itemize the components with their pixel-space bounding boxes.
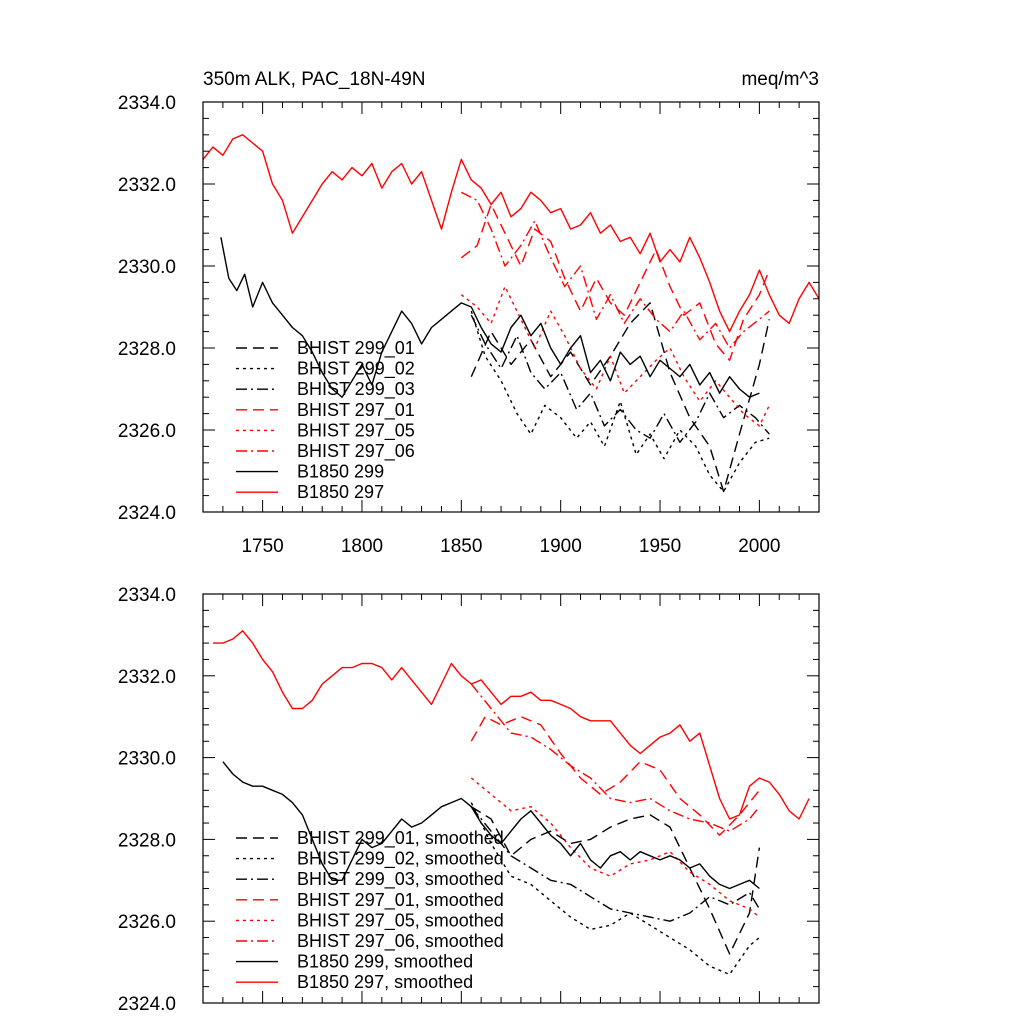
x-tick-label: 1750	[241, 536, 283, 557]
legend-label: B1850 299, smoothed	[297, 952, 473, 972]
y-tick-label: 2324.0	[118, 994, 176, 1015]
chart-panel-1: 1750 1800 1850 1900 1950 2000 2324.0 2326.0 2328…	[118, 69, 820, 557]
y-tick-label: 2328.0	[118, 339, 176, 360]
legend-label: BHIST 299_01	[297, 338, 415, 359]
y-tick-label: 2328.0	[118, 830, 176, 851]
series-line-3	[470, 806, 760, 922]
x-tick-label: 1800	[341, 536, 383, 557]
legend-label: BHIST 299_02, smoothed	[297, 849, 504, 870]
series-line-7	[220, 237, 760, 398]
series-line-2	[470, 310, 770, 493]
series-group	[203, 134, 819, 493]
series-line-7	[222, 761, 760, 890]
legend-label: BHIST 297_01	[297, 400, 415, 421]
series-line-1	[470, 302, 770, 493]
legend-label: BHIST 299_03, smoothed	[297, 869, 504, 890]
series-line-8	[212, 630, 810, 820]
units-label: meq/m^3	[741, 69, 819, 90]
series-line-6	[470, 683, 760, 832]
x-tick-label: 1900	[540, 536, 582, 557]
x-tick-label: 1850	[440, 536, 482, 557]
plot-frame	[202, 101, 820, 513]
series-line-5	[470, 777, 760, 918]
y-tick-label: 2330.0	[118, 257, 176, 278]
series-line-4	[470, 716, 760, 836]
series-line-8	[203, 134, 819, 333]
chart-panel-2: 2324.0 2326.0 2328.0 2330.0 2332.0 2334.0 BHIS…	[118, 585, 820, 1015]
series-line-6	[460, 191, 770, 349]
legend-label: B1850 297	[297, 482, 384, 502]
y-tick-label: 2332.0	[118, 667, 176, 688]
y-tick-label: 2326.0	[118, 912, 176, 933]
legend-label: BHIST 297_01, smoothed	[297, 890, 504, 911]
legend-label: BHIST 297_06, smoothed	[297, 931, 504, 952]
legend-label: BHIST 297_05	[297, 420, 415, 441]
series-line-2	[470, 802, 760, 976]
x-tick-label: 2000	[738, 536, 780, 557]
y-tick-label: 2334.0	[118, 585, 176, 606]
legend-label: B1850 299	[297, 462, 384, 482]
legend-label: B1850 297, smoothed	[297, 972, 473, 992]
x-tick-label: 1950	[639, 536, 681, 557]
series-group	[212, 630, 810, 976]
y-tick-label: 2334.0	[118, 93, 176, 114]
legend-label: BHIST 299_03	[297, 379, 415, 400]
legend-label: BHIST 299_01, smoothed	[297, 828, 504, 849]
y-tick-label: 2332.0	[118, 175, 176, 196]
legend-label: BHIST 299_02	[297, 359, 415, 380]
chart-title: 350m ALK, PAC_18N-49N	[203, 69, 426, 90]
legend-label: BHIST 297_05, smoothed	[297, 910, 504, 931]
y-tick-label: 2326.0	[118, 421, 176, 442]
series-line-5	[460, 285, 770, 427]
legend-label: BHIST 297_06	[297, 441, 415, 462]
y-tick-label: 2330.0	[118, 749, 176, 770]
plot-frame	[202, 593, 820, 1004]
series-line-1	[470, 806, 761, 955]
series-line-3	[470, 314, 770, 443]
y-tick-label: 2324.0	[118, 503, 176, 524]
